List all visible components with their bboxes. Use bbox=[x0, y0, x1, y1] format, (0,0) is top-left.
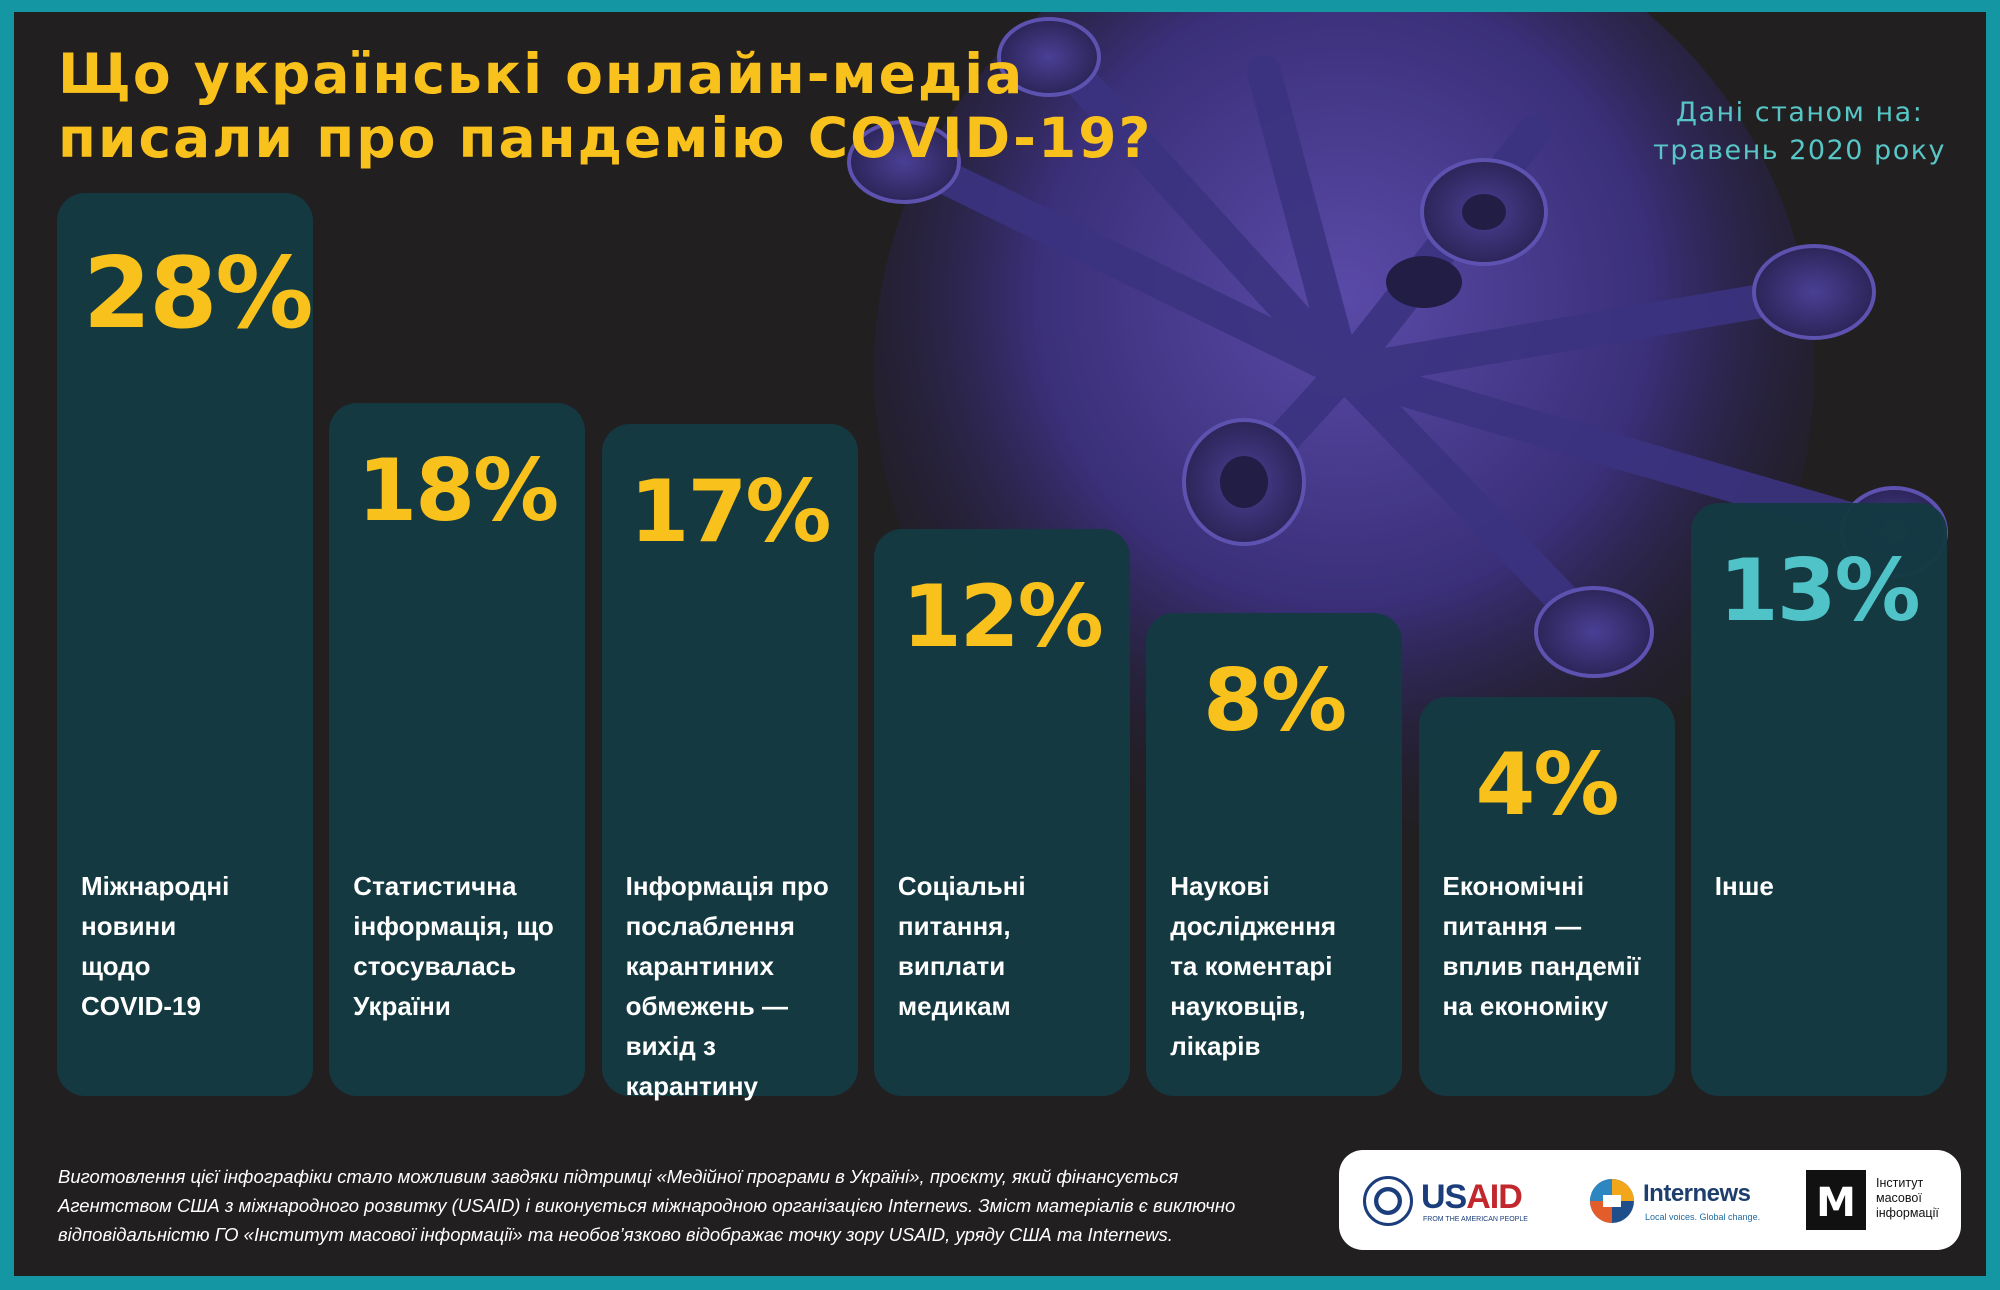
bar-2-value-label: 18% bbox=[357, 441, 559, 541]
footnote-line-2: Агентством США з міжнародного розвитку (… bbox=[58, 1195, 1236, 1216]
infographic-title: Що українські онлайн-медіа писали про па… bbox=[58, 42, 1158, 170]
usaid-seal-icon bbox=[1363, 1176, 1413, 1226]
bar-1: 28% bbox=[57, 193, 314, 1096]
bar-7: 13% bbox=[1690, 503, 1947, 1096]
category-label-5: Наукові дослідження та коментарі науковців,… bbox=[1170, 866, 1395, 1066]
category-label-4-line-2: питання, bbox=[897, 911, 1011, 941]
category-label-1-line-4: COVID-19 bbox=[81, 991, 201, 1021]
category-label-4: Соціальні питання, виплати медикам bbox=[898, 866, 1123, 1026]
category-label-5-line-4: науковців, bbox=[1170, 991, 1306, 1021]
usaid-wordmark: USAID bbox=[1421, 1178, 1523, 1217]
internews-mark-icon bbox=[1590, 1179, 1634, 1223]
partner-logos: USAID FROM THE AMERICAN PEOPLE Internews… bbox=[1339, 1150, 1961, 1250]
internews-logo: Internews Local voices. Global change. bbox=[1589, 1150, 1761, 1250]
bar-5: 8% bbox=[1146, 613, 1403, 1096]
bar-4: 12% bbox=[873, 529, 1130, 1096]
data-date-line-2: травень 2020 року bbox=[1653, 135, 1946, 166]
category-label-6-line-2: питання — bbox=[1442, 911, 1582, 941]
category-label-4-line-1: Соціальні bbox=[897, 871, 1026, 901]
footnote-line-1: Виготовлення цієї інфографіки стало можл… bbox=[58, 1166, 1179, 1187]
data-date-note: Дані станом на: травень 2020 року bbox=[1653, 94, 1946, 170]
bar-7-value-label: 13% bbox=[1718, 541, 1921, 641]
category-label-3-line-4: обмежень — bbox=[625, 991, 789, 1021]
imi-name-line-3: інформації bbox=[1876, 1206, 1939, 1220]
category-label-1-line-3: щодо bbox=[81, 951, 151, 981]
bar-2: 18% bbox=[329, 403, 586, 1096]
bar-5-value-label: 8% bbox=[1203, 651, 1347, 751]
category-label-6-line-1: Економічні bbox=[1442, 871, 1585, 901]
category-label-7: Інше bbox=[1715, 866, 1940, 906]
category-label-3-line-6: карантину bbox=[625, 1071, 758, 1101]
internews-tagline: Local voices. Global change. bbox=[1645, 1212, 1761, 1222]
category-label-5-line-2: дослідження bbox=[1170, 911, 1337, 941]
category-label-2-line-1: Статистична bbox=[353, 871, 517, 901]
bar-3: 17% bbox=[601, 424, 858, 1096]
category-label-2-line-4: України bbox=[353, 991, 451, 1021]
footnote: Виготовлення цієї інфографіки стало можл… bbox=[58, 1162, 1338, 1249]
usaid-tagline: FROM THE AMERICAN PEOPLE bbox=[1423, 1216, 1528, 1223]
usaid-name-part2: AID bbox=[1466, 1178, 1523, 1216]
category-label-5-line-1: Наукові bbox=[1170, 871, 1270, 901]
category-label-6: Економічні питання — вплив пандемії на екон… bbox=[1443, 866, 1668, 1026]
category-label-3: Інформація про послаблення карантиних обмеж… bbox=[626, 866, 851, 1106]
category-label-6-line-4: на економіку bbox=[1442, 991, 1609, 1021]
category-label-1-line-1: Міжнародні bbox=[81, 871, 230, 901]
imi-logo: М Інститут масової інформації bbox=[1806, 1150, 1956, 1250]
category-label-3-line-2: послаблення bbox=[625, 911, 795, 941]
imi-name-line-2: масової bbox=[1876, 1191, 1922, 1205]
bar-3-value-label: 17% bbox=[629, 462, 832, 562]
title-line-1: Що українські онлайн-медіа bbox=[58, 42, 1025, 106]
category-label-5-line-5: лікарів bbox=[1170, 1031, 1261, 1061]
bar-6: 4% bbox=[1418, 697, 1675, 1096]
category-label-1: Міжнародні новини щодо COVID-19 bbox=[81, 866, 306, 1026]
category-label-2: Статистична інформація, що стосувалась Укра… bbox=[353, 866, 578, 1026]
title-line-2: писали про пандемію COVID-19? bbox=[58, 106, 1153, 170]
bar-1-value-label: 28% bbox=[83, 237, 314, 351]
category-label-2-line-2: інформація, що bbox=[353, 911, 554, 941]
bar-4-value-label: 12% bbox=[901, 567, 1104, 667]
category-label-7-line-1: Інше bbox=[1714, 871, 1774, 901]
bar-6-value-label: 4% bbox=[1475, 735, 1619, 835]
internews-wordmark: Internews bbox=[1643, 1180, 1751, 1207]
infographic-frame: Що українські онлайн-медіа писали про па… bbox=[14, 12, 1986, 1276]
imi-name-line-1: Інститут bbox=[1876, 1176, 1924, 1190]
category-label-1-line-2: новини bbox=[81, 911, 177, 941]
category-label-4-line-3: виплати bbox=[897, 951, 1006, 981]
imi-mark-icon: М bbox=[1806, 1170, 1866, 1230]
category-label-3-line-5: вихід з bbox=[625, 1031, 716, 1061]
usaid-logo: USAID FROM THE AMERICAN PEOPLE bbox=[1359, 1150, 1535, 1250]
category-label-3-line-1: Інформація про bbox=[625, 871, 829, 901]
category-label-5-line-3: та коментарі bbox=[1170, 951, 1333, 981]
data-date-line-1: Дані станом на: bbox=[1675, 97, 1924, 128]
category-label-2-line-3: стосувалась bbox=[353, 951, 517, 981]
category-label-4-line-4: медикам bbox=[897, 991, 1011, 1021]
usaid-name-part1: US bbox=[1421, 1178, 1467, 1216]
imi-name: Інститут масової інформації bbox=[1876, 1176, 1939, 1221]
category-label-3-line-3: карантиних bbox=[625, 951, 774, 981]
footnote-line-3: відповідальністю ГО «Інститут масової ін… bbox=[58, 1224, 1173, 1245]
category-label-6-line-3: вплив пандемії bbox=[1442, 951, 1641, 981]
